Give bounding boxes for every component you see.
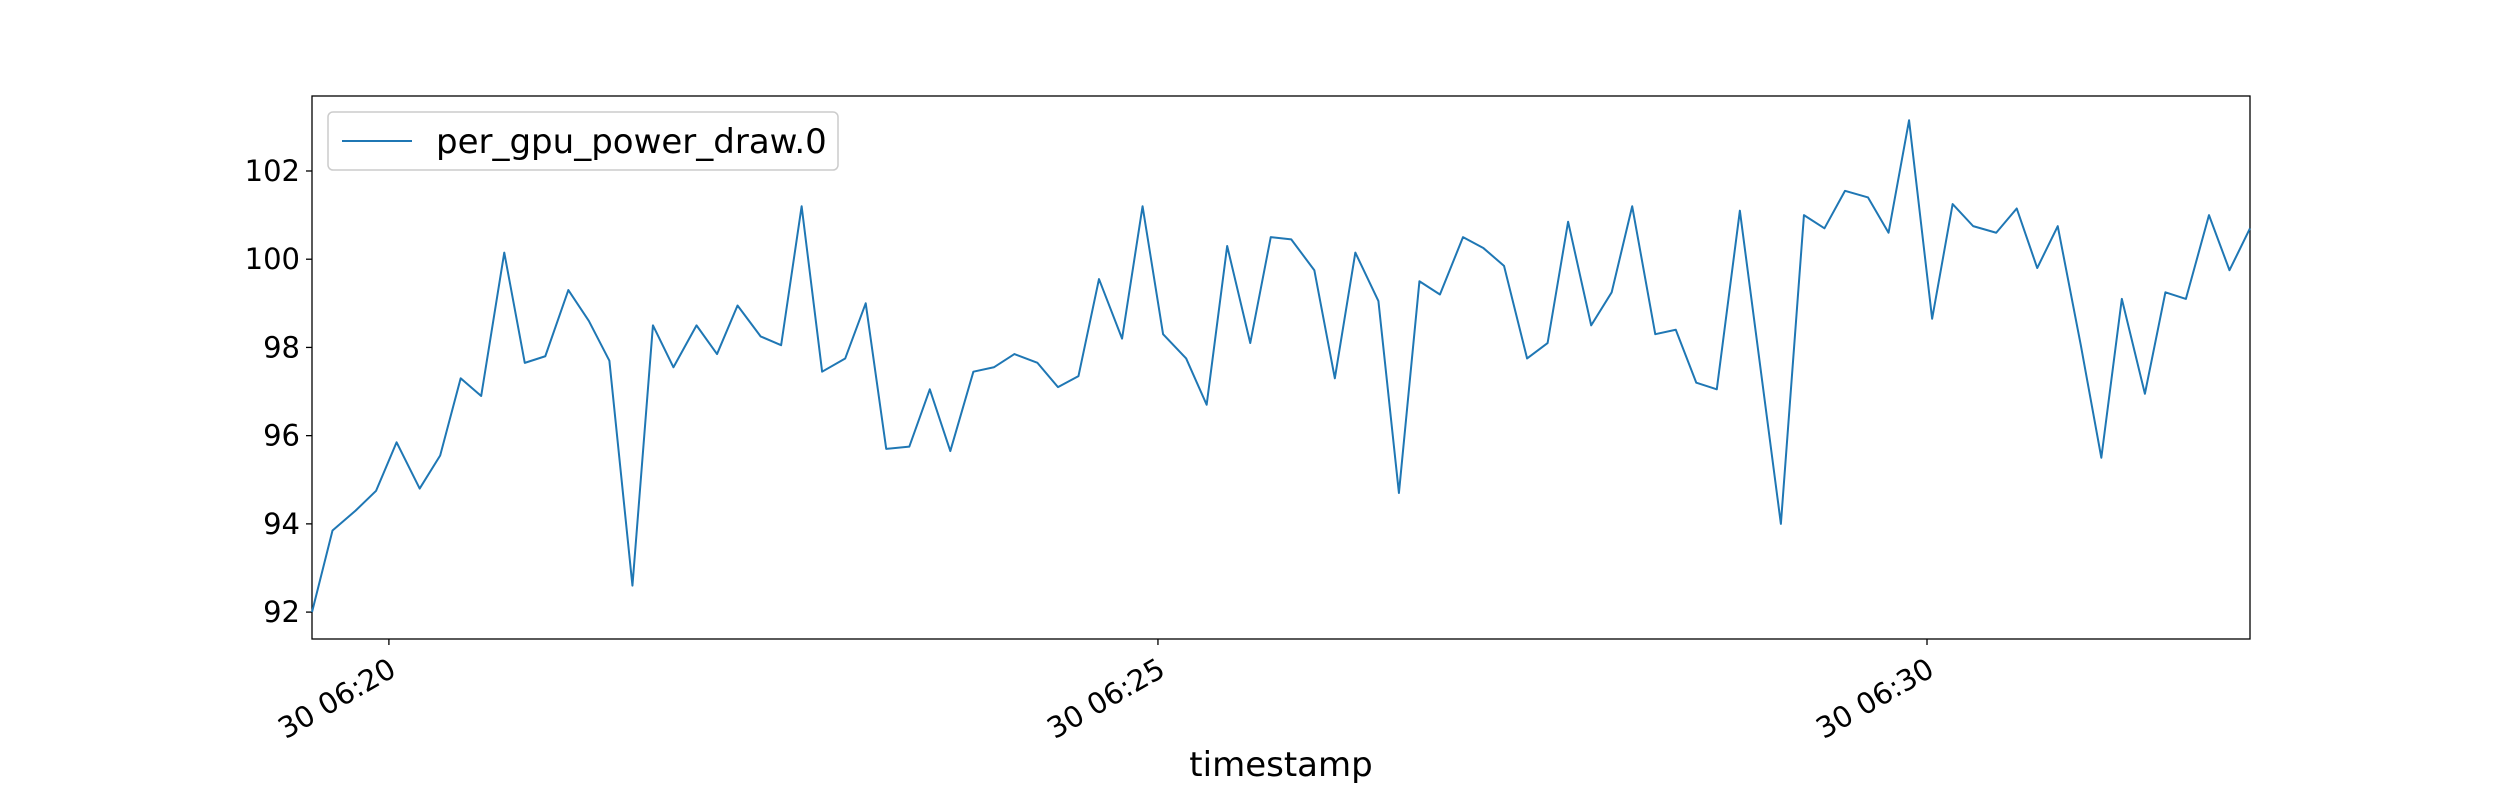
y-tick-label: 96 — [263, 419, 300, 453]
plot-frame — [311, 95, 2251, 640]
x-axis-label: timestamp — [1189, 745, 1372, 785]
data-line — [311, 119, 2251, 613]
y-tick-label: 102 — [245, 154, 300, 188]
x-tick-label: 30 06:30 — [1810, 651, 1939, 745]
legend-label: per_gpu_power_draw.0 — [436, 122, 827, 162]
y-tick-label: 98 — [263, 330, 300, 364]
y-tick-label: 92 — [263, 595, 300, 629]
y-tick-label: 94 — [263, 507, 300, 541]
x-tick-label: 30 06:25 — [1041, 651, 1170, 745]
y-tick-label: 100 — [245, 242, 300, 276]
x-tick-label: 30 06:20 — [272, 651, 401, 745]
legend-box — [327, 111, 839, 171]
legend: per_gpu_power_draw.0 — [327, 111, 839, 171]
